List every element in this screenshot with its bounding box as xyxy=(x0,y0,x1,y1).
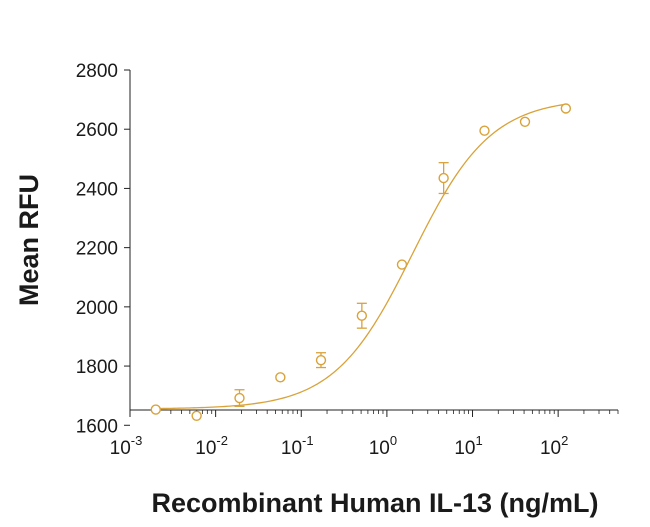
x-tick-label: 100 xyxy=(369,433,397,459)
data-point xyxy=(234,392,245,404)
y-tick-label: 1600 xyxy=(76,416,118,437)
data-point xyxy=(560,103,572,114)
x-tick-label: 10-1 xyxy=(281,433,314,459)
data-point xyxy=(150,404,161,415)
data-point xyxy=(356,310,368,321)
data-point xyxy=(191,410,202,422)
x-axis-title: Recombinant Human IL-13 (ng/mL) xyxy=(151,488,598,518)
x-axis: 10-3 10-2 10-1 100 101 102 xyxy=(110,409,619,459)
x-tick-label: 101 xyxy=(454,433,482,459)
y-tick-label: 2000 xyxy=(76,298,118,319)
y-tick-label: 2200 xyxy=(76,239,118,260)
y-tick-label: 2800 xyxy=(76,61,118,82)
data-points xyxy=(150,103,572,422)
y-axis-title: Mean RFU xyxy=(14,174,44,306)
x-tick-label: 10-2 xyxy=(195,433,228,459)
y-axis: 1600 1800 2000 2200 2400 2600 2800 xyxy=(76,61,131,437)
y-tick-label: 2600 xyxy=(76,120,118,141)
data-point xyxy=(275,372,286,383)
data-point xyxy=(315,354,327,366)
fit-curve xyxy=(155,103,566,410)
x-tick-label: 102 xyxy=(540,433,568,459)
x-tick-label: 10-3 xyxy=(110,433,143,459)
y-tick-label: 2400 xyxy=(76,179,118,200)
data-point xyxy=(479,125,490,136)
data-point xyxy=(438,172,449,184)
data-point xyxy=(396,259,408,270)
data-point xyxy=(519,116,531,128)
y-tick-label: 1800 xyxy=(76,357,118,378)
